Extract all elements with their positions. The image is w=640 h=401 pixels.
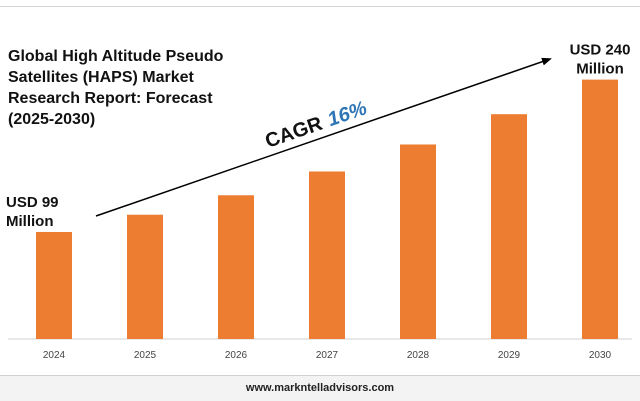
x-tick-label-2027: 2027 — [316, 350, 339, 361]
x-tick-label-2025: 2025 — [134, 350, 157, 361]
footer-website: www.markntelladvisors.com — [245, 382, 395, 394]
x-tick-label-2028: 2028 — [407, 350, 430, 361]
bar-2029 — [491, 114, 527, 339]
bar-2030 — [582, 79, 618, 339]
data-label-2030-line-1: USD 240 — [570, 42, 631, 59]
bar-2024 — [36, 232, 72, 339]
data-label-2024-line-1: USD 99 — [6, 194, 59, 211]
chart-title-line-4: (2025-2030) — [8, 111, 96, 128]
chart-title-line-1: Global High Altitude Pseudo — [8, 48, 224, 65]
growth-arrow — [95, 57, 552, 217]
x-tick-label-2030: 2030 — [589, 350, 612, 361]
data-label-2024-line-2: Million — [6, 213, 54, 230]
chart-title: Global High Altitude Pseudo Satellites (… — [8, 46, 248, 130]
chart-title-line-3: Research Report: Forecast — [8, 90, 213, 107]
top-divider — [0, 6, 640, 7]
x-tick-label-2024: 2024 — [43, 350, 66, 361]
bar-2028 — [400, 144, 436, 339]
bar-2026 — [218, 195, 254, 339]
cagr-label: CAGR 16% — [262, 97, 370, 153]
bar-2027 — [309, 171, 345, 339]
cagr-value: 16% — [325, 97, 370, 131]
data-label-2030-line-2: Million — [576, 61, 624, 78]
bar-2025 — [127, 214, 163, 339]
chart-title-line-2: Satellites (HAPS) Market — [8, 69, 194, 86]
footer-bar: www.markntelladvisors.com — [0, 375, 640, 401]
x-tick-label-2029: 2029 — [498, 350, 521, 361]
x-tick-label-2026: 2026 — [225, 350, 248, 361]
